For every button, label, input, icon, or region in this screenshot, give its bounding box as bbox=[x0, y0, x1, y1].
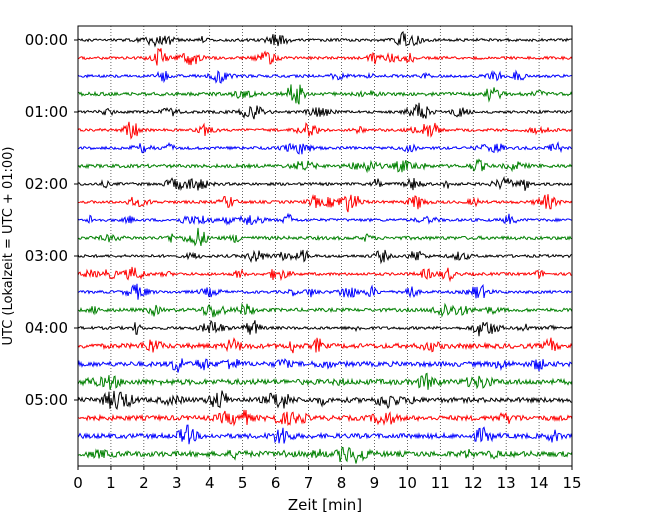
seismogram-trace-0200 bbox=[77, 176, 573, 191]
y-tick-label: 03:00 bbox=[25, 247, 68, 265]
seismogram-trace-0545 bbox=[77, 446, 573, 464]
seismogram-trace-0400 bbox=[77, 319, 573, 337]
seismogram-trace-0015 bbox=[77, 48, 573, 66]
seismogram-trace-0030 bbox=[77, 69, 573, 84]
seismogram-trace-0145 bbox=[77, 158, 573, 174]
seismogram-trace-0130 bbox=[77, 141, 573, 155]
seismogram-traces bbox=[77, 30, 573, 464]
y-axis-label: UTC (Lokalzeit = UTC + 01:00) bbox=[1, 147, 16, 346]
x-tick-label: 14 bbox=[530, 474, 549, 492]
y-tick-label: 00:00 bbox=[25, 31, 68, 49]
x-tick-label: 8 bbox=[337, 474, 347, 492]
y-tick-label: 05:00 bbox=[25, 391, 68, 409]
seismogram-trace-0515 bbox=[77, 409, 573, 427]
seismogram-trace-0315 bbox=[77, 266, 573, 283]
seismogram-trace-0500 bbox=[77, 390, 573, 411]
seismogram-trace-0415 bbox=[77, 337, 573, 354]
x-tick-label: 2 bbox=[139, 474, 149, 492]
x-tick-label: 4 bbox=[205, 474, 215, 492]
seismogram-trace-0230 bbox=[77, 212, 573, 226]
x-tick-label: 0 bbox=[73, 474, 83, 492]
y-tick-label: 01:00 bbox=[25, 103, 68, 121]
seismogram-trace-0245 bbox=[77, 227, 573, 247]
x-tick-label: 13 bbox=[497, 474, 516, 492]
seismogram-trace-0445 bbox=[77, 372, 573, 390]
seismogram-trace-0330 bbox=[77, 283, 573, 300]
x-axis-label: Zeit [min] bbox=[288, 496, 362, 514]
vertical-gridlines bbox=[110, 26, 540, 466]
x-tick-label: 15 bbox=[562, 474, 581, 492]
seismogram-trace-0345 bbox=[77, 302, 573, 318]
x-tick-label: 5 bbox=[238, 474, 248, 492]
x-tick-label: 7 bbox=[304, 474, 314, 492]
x-tick-label: 1 bbox=[106, 474, 116, 492]
x-tick-label: 10 bbox=[398, 474, 417, 492]
plot-frame bbox=[77, 25, 573, 467]
seismogram-trace-0300 bbox=[77, 249, 573, 265]
x-tick-label: 12 bbox=[464, 474, 483, 492]
seismogram-trace-0000 bbox=[77, 30, 573, 48]
y-tick-label: 02:00 bbox=[25, 175, 68, 193]
x-tick-label: 11 bbox=[431, 474, 450, 492]
seismogram-trace-0115 bbox=[77, 121, 573, 140]
seismogram-trace-0215 bbox=[77, 194, 573, 213]
x-tick-label: 3 bbox=[172, 474, 182, 492]
y-tick-label: 04:00 bbox=[25, 319, 68, 337]
seismogram-trace-0430 bbox=[77, 358, 573, 373]
seismogram-trace-0100 bbox=[77, 102, 573, 120]
y-axis-ticks: 00:00 01:00 02:00 03:00 04:00 05:00 bbox=[25, 31, 78, 409]
seismogram-trace-0530 bbox=[77, 424, 573, 445]
x-axis-ticks: 0 1 2 3 4 5 6 7 8 9 10 11 12 13 14 15 bbox=[73, 466, 582, 492]
x-tick-label: 6 bbox=[271, 474, 281, 492]
seismogram-trace-0045 bbox=[77, 84, 573, 105]
x-tick-label: 9 bbox=[370, 474, 380, 492]
